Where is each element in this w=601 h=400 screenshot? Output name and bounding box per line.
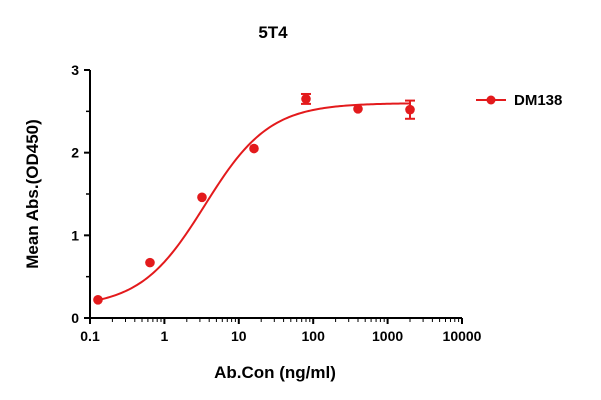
data-points-layer <box>93 92 415 305</box>
y-tick-label: 0 <box>71 310 79 326</box>
data-point <box>197 192 207 203</box>
x-tick-label: 1000 <box>372 328 403 344</box>
data-point <box>145 257 155 268</box>
x-tick-label: 10000 <box>443 328 482 344</box>
data-point <box>301 94 311 104</box>
y-tick-label: 1 <box>71 227 79 243</box>
data-point <box>405 104 415 115</box>
y-tick-label: 2 <box>71 145 79 161</box>
legend: DM138 <box>476 92 562 109</box>
x-axis-label: Ab.Con (ng/ml) <box>214 363 336 382</box>
x-tick-label: 0.1 <box>80 328 100 344</box>
axes: 0 1 2 3 0.1 1 10 100 1000 10000 <box>71 62 481 344</box>
y-axis-label: Mean Abs.(OD450) <box>23 119 42 269</box>
x-tick-label: 100 <box>302 328 326 344</box>
data-point <box>93 295 103 305</box>
y-tick-label: 3 <box>71 62 79 78</box>
fit-curve-layer <box>97 102 411 302</box>
data-point <box>353 104 363 114</box>
legend-marker <box>486 95 496 105</box>
fit-curve <box>97 102 411 302</box>
data-point <box>249 143 259 154</box>
chart-title: 5T4 <box>258 23 288 42</box>
x-tick-label: 10 <box>231 328 247 344</box>
legend-label: DM138 <box>514 92 562 109</box>
x-tick-label: 1 <box>161 328 169 344</box>
